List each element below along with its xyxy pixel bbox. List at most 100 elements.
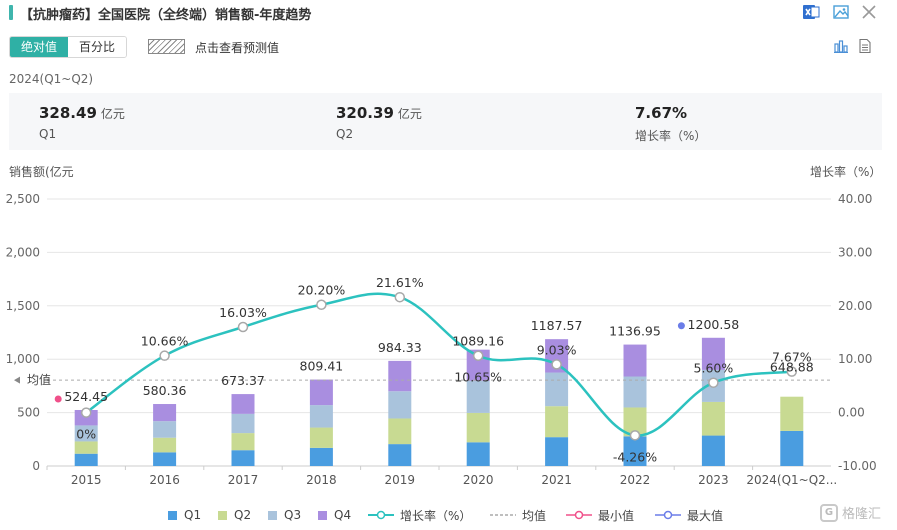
- stat-q2-unit: 亿元: [397, 107, 422, 121]
- bar-q2: [623, 407, 647, 437]
- growth-label: 9.03%: [537, 342, 577, 357]
- bar-q4: [309, 379, 333, 406]
- image-export-icon[interactable]: [832, 3, 850, 21]
- watermark: G 格隆汇: [820, 503, 881, 522]
- growth-label: 0%: [76, 427, 96, 442]
- total-label: 1200.58: [688, 317, 740, 332]
- predict-toggle-label[interactable]: 点击查看预测值: [195, 41, 280, 55]
- bar-q1: [545, 437, 569, 466]
- total-label: 809.41: [300, 359, 344, 374]
- summary-panel: 328.49 亿元 Q1 320.39 亿元 Q2 7.67% 增长率（%）: [9, 93, 882, 150]
- legend-item-min[interactable]: 最小值: [566, 508, 634, 523]
- growth-point: [80, 407, 92, 418]
- stat-q2-value: 320.39: [336, 104, 394, 122]
- stat-q1-label: Q1: [39, 127, 57, 141]
- bar-q2: [701, 401, 725, 436]
- stat-q2-label: Q2: [336, 127, 354, 141]
- total-label: 580.36: [143, 383, 187, 398]
- bar-q3: [231, 413, 255, 434]
- growth-point: [159, 350, 170, 361]
- y2-tick-label: 10.00: [838, 352, 872, 366]
- title-bar: 【抗肿瘤药】全国医院（全终端）销售额-年度趋势: [0, 0, 897, 26]
- legend-max-icon: [655, 510, 681, 520]
- total-label: 984.33: [378, 340, 422, 355]
- bar-q3: [623, 376, 647, 408]
- legend-item-q3[interactable]: Q3: [268, 508, 301, 522]
- x-tick-label: 2016: [149, 473, 180, 487]
- close-icon[interactable]: [860, 3, 878, 21]
- total-label: 1089.16: [452, 334, 504, 349]
- total-label: 673.37: [221, 373, 265, 388]
- y-axis-title: 销售额(亿元: [9, 165, 74, 179]
- growth-line: [85, 292, 792, 437]
- growth-point: [316, 299, 327, 310]
- bar-q1: [780, 430, 804, 466]
- y-tick-label: 500: [17, 406, 40, 420]
- stat-q1-value: 328.49: [39, 104, 97, 122]
- y-tick-label: 2,500: [6, 192, 40, 206]
- mean-arrow-icon: [14, 376, 20, 384]
- total-label: 1136.95: [609, 324, 661, 339]
- growth-point: [237, 321, 249, 333]
- growth-label: 16.03%: [219, 305, 267, 320]
- bar-q1: [74, 453, 98, 466]
- growth-point: [708, 377, 719, 388]
- total-label: 1187.57: [531, 318, 583, 333]
- x-tick-label: 2020: [463, 473, 494, 487]
- title-accent: [9, 5, 13, 20]
- bar-q3: [466, 380, 490, 413]
- x-tick-label: 2019: [385, 473, 416, 487]
- excel-export-icon[interactable]: [802, 3, 820, 21]
- growth-point: [551, 359, 562, 370]
- legend-item-q1[interactable]: Q1: [168, 508, 201, 522]
- y2-tick-label: 20.00: [838, 299, 872, 313]
- x-tick-label: 2022: [620, 473, 651, 487]
- legend-item-q2[interactable]: Q2: [218, 508, 251, 522]
- bar-q2: [388, 418, 412, 445]
- bar-q4: [701, 337, 725, 370]
- bar-q2: [466, 412, 490, 443]
- bar-q2: [153, 437, 177, 453]
- bar-q1: [623, 436, 647, 466]
- legend-item-mean[interactable]: 均值: [490, 508, 546, 523]
- stat-growth-value: 7.67%: [635, 104, 688, 122]
- legend: Q1 Q2 Q3 Q4 增长率（%） 均值 最小值 最大值: [0, 505, 897, 525]
- y2-axis-title: 增长率（%）: [810, 165, 882, 179]
- y-tick-label: 1,000: [6, 352, 40, 366]
- legend-swatch: [218, 510, 227, 520]
- x-tick-label: 2023: [698, 473, 729, 487]
- predict-toggle-swatch[interactable]: [148, 39, 185, 54]
- bar-q4: [545, 339, 569, 373]
- max-marker: [677, 322, 685, 330]
- legend-item-max[interactable]: 最大值: [655, 508, 723, 523]
- growth-label: 10.66%: [141, 334, 189, 349]
- bar-q2: [74, 441, 98, 454]
- page-title: 【抗肿瘤药】全国医院（全终端）销售额-年度趋势: [20, 8, 312, 23]
- bar-q1: [701, 435, 725, 466]
- absolute-value-tab[interactable]: 绝对值: [10, 37, 69, 57]
- bar-q2: [780, 396, 804, 431]
- min-marker: [54, 395, 62, 403]
- bar-chart-icon[interactable]: [833, 38, 849, 54]
- bar-q1: [309, 447, 333, 466]
- period-label: 2024(Q1~Q2): [9, 72, 94, 86]
- legend-swatch: [268, 510, 277, 520]
- bar-q3: [74, 425, 98, 442]
- table-icon[interactable]: [857, 38, 873, 54]
- growth-point: [472, 350, 484, 361]
- legend-min-icon: [566, 510, 592, 520]
- bar-q2: [231, 433, 255, 451]
- legend-dash-icon: [490, 514, 516, 516]
- bar-q1: [153, 452, 177, 466]
- stat-growth-label: 增长率（%）: [635, 129, 707, 143]
- growth-point: [786, 366, 798, 377]
- legend-item-growth[interactable]: 增长率（%）: [368, 508, 471, 523]
- bar-q1: [231, 450, 255, 466]
- watermark-logo-icon: G: [820, 503, 838, 522]
- bar-q4: [231, 394, 255, 414]
- percent-tab[interactable]: 百分比: [68, 37, 127, 57]
- bar-q3: [309, 405, 333, 428]
- legend-item-q4[interactable]: Q4: [318, 508, 351, 522]
- y-tick-label: 2,000: [6, 245, 40, 259]
